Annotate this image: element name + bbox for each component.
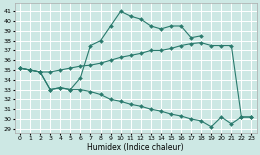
X-axis label: Humidex (Indice chaleur): Humidex (Indice chaleur) (87, 143, 184, 152)
